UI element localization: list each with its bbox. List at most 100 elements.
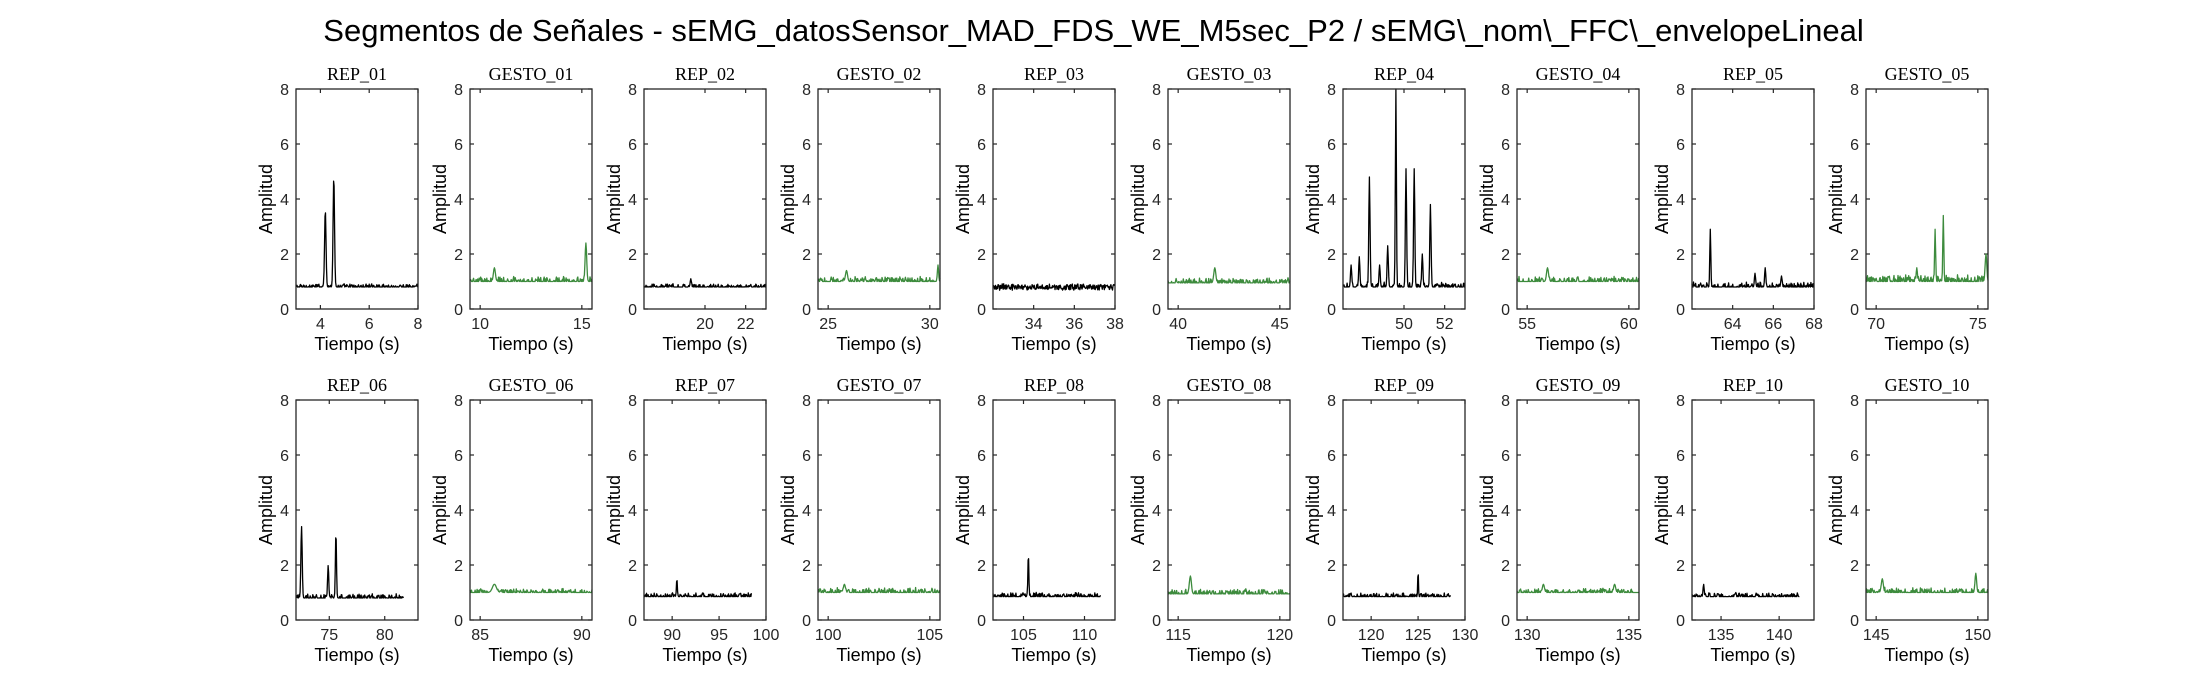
y-axis-label: Amplitud [778,164,798,234]
x-tick-label: 140 [1766,627,1793,644]
y-tick-label: 4 [802,192,811,209]
signal-line [295,526,404,599]
y-tick-label: 4 [280,192,289,209]
subplot-title: REP_10 [1723,375,1783,395]
x-tick-label: 100 [815,627,842,644]
y-tick-label: 0 [628,302,637,319]
axes-box [817,88,941,310]
x-tick-label: 25 [819,316,837,333]
x-axis-label: Tiempo (s) [836,645,921,665]
y-axis-label: Amplitud [604,475,624,545]
y-tick-label: 6 [1152,448,1161,465]
y-tick-label: 0 [1676,613,1685,630]
y-axis-label: Amplitud [1826,164,1846,234]
x-axis-label: Tiempo (s) [1186,334,1271,354]
axes-box [1167,399,1291,621]
signal-line [1516,267,1640,283]
y-tick-label: 8 [1850,82,1859,99]
subplot-title: GESTO_09 [1536,375,1621,395]
axes-box [1865,399,1989,621]
y-axis-label: Amplitud [1652,164,1672,234]
y-tick-label: 4 [1850,503,1859,520]
subplot-title: REP_01 [327,64,387,84]
signal-line [469,583,593,594]
y-tick-label: 2 [628,247,637,264]
x-tick-label: 22 [737,316,755,333]
y-tick-label: 4 [1327,192,1336,209]
x-tick-label: 115 [1165,627,1191,644]
x-tick-label: 45 [1271,316,1289,333]
y-tick-label: 2 [977,558,986,575]
axes-box [469,399,593,621]
subplot-title: REP_03 [1024,64,1084,84]
x-tick-label: 36 [1065,316,1083,333]
x-axis-label: Tiempo (s) [662,334,747,354]
axes-box [992,88,1116,310]
signal-line [469,242,593,283]
y-tick-label: 8 [1501,393,1510,410]
y-axis-label: Amplitud [430,475,450,545]
x-axis-label: Tiempo (s) [1884,645,1969,665]
x-tick-label: 50 [1395,316,1413,333]
y-tick-label: 6 [1501,448,1510,465]
x-tick-label: 120 [1358,627,1385,644]
y-tick-label: 4 [280,503,289,520]
subplot-rep-01: REP_01 0 2 4 6 8 4 6 8 Tiempo (s) Amplitud [256,64,423,354]
x-axis-label: Tiempo (s) [1011,645,1096,665]
x-tick-label: 68 [1805,316,1823,333]
x-tick-label: 15 [573,316,591,333]
subplot-title: REP_07 [675,375,735,395]
y-axis-label: Amplitud [953,475,973,545]
y-tick-label: 4 [1327,503,1336,520]
y-tick-label: 8 [1676,393,1685,410]
subplot-title: REP_04 [1374,64,1434,84]
y-tick-label: 2 [1501,558,1510,575]
y-tick-label: 8 [1327,393,1336,410]
signal-line [1865,214,1989,283]
x-tick-label: 75 [1969,316,1987,333]
y-tick-label: 8 [802,393,811,410]
subplot-title: GESTO_01 [489,64,574,84]
y-tick-label: 8 [454,393,463,410]
y-tick-label: 4 [454,503,463,520]
y-axis-label: Amplitud [1128,164,1148,234]
y-tick-label: 8 [280,82,289,99]
axes-box [1342,399,1466,621]
y-tick-label: 6 [1850,448,1859,465]
y-tick-label: 2 [1327,558,1336,575]
y-tick-label: 8 [1152,393,1161,410]
y-tick-label: 8 [1676,82,1685,99]
y-tick-label: 0 [802,613,811,630]
x-tick-label: 8 [414,316,423,333]
signal-line [1342,574,1452,598]
y-tick-label: 6 [977,448,986,465]
subplot-title: REP_05 [1723,64,1783,84]
y-tick-label: 8 [977,82,986,99]
signal-line [295,180,419,288]
x-axis-label: Tiempo (s) [314,645,399,665]
y-tick-label: 6 [628,448,637,465]
y-tick-label: 0 [1327,302,1336,319]
x-tick-label: 120 [1266,627,1293,644]
y-tick-label: 4 [628,503,637,520]
x-tick-label: 10 [471,316,489,333]
y-tick-label: 4 [1501,192,1510,209]
signal-line [1516,583,1640,594]
y-tick-label: 8 [802,82,811,99]
y-tick-label: 2 [802,247,811,264]
subplot-title: GESTO_05 [1885,64,1970,84]
y-axis-label: Amplitud [604,164,624,234]
y-tick-label: 2 [454,558,463,575]
y-tick-label: 6 [454,137,463,154]
subplot-title: GESTO_10 [1885,375,1970,395]
y-tick-label: 6 [977,137,986,154]
y-tick-label: 4 [1152,503,1161,520]
x-tick-label: 110 [1072,627,1098,644]
y-tick-label: 6 [1850,137,1859,154]
x-axis-label: Tiempo (s) [488,334,573,354]
figure-title: Segmentos de Señales - sEMG_datosSensor_… [323,13,1863,48]
